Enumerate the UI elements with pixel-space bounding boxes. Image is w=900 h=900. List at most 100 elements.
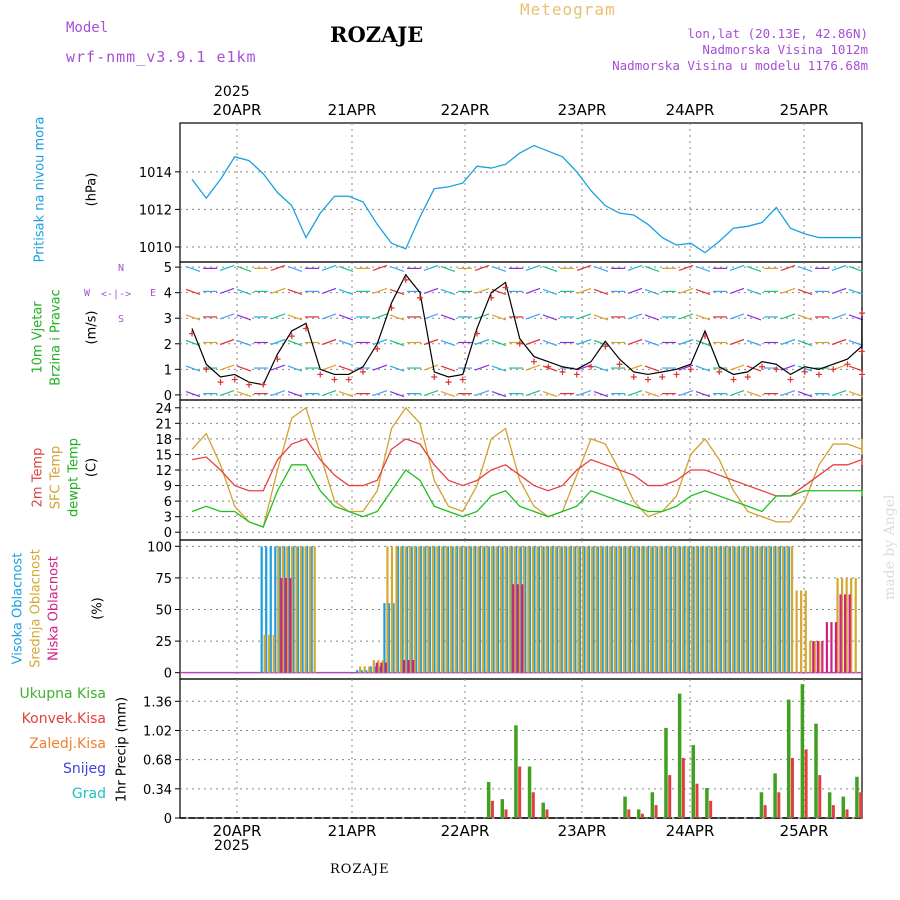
precip-conv-bar	[545, 809, 549, 818]
wind-arrow	[287, 391, 303, 398]
precip-total-bar	[855, 776, 859, 818]
wind-gust-mark	[402, 276, 409, 283]
wind-arrow	[270, 264, 286, 271]
wind-arrow	[695, 265, 711, 272]
wind-gust-mark	[673, 371, 680, 378]
wind-gust-mark	[488, 294, 495, 301]
wind-gust-mark	[602, 343, 609, 350]
wind-arrow	[219, 390, 235, 397]
wind-gust-mark	[787, 376, 794, 383]
wind-arrow	[270, 338, 286, 346]
wind-arrow	[576, 287, 592, 294]
ytick-label-1-1: 1	[164, 363, 172, 378]
wind-arrow	[593, 391, 609, 398]
precip-conv-bar	[640, 813, 644, 818]
wind-gust-mark	[374, 345, 381, 352]
wind-arrow	[525, 287, 541, 294]
wind-arrow	[746, 339, 762, 347]
wind-arrow	[270, 313, 286, 320]
wind-gust-mark	[630, 374, 637, 380]
precip-conv-bar	[859, 792, 863, 818]
compass-s: S	[118, 314, 125, 325]
wind-gust-mark	[844, 361, 851, 368]
wind-gust-mark	[859, 371, 865, 378]
precip-conv-bar	[654, 805, 658, 818]
wind-gust-mark	[360, 368, 366, 375]
date-label-top-5: 25APR	[780, 101, 829, 119]
ytick-label-1-0: 0	[164, 389, 172, 404]
wind-gust-mark	[830, 366, 837, 373]
ytick-label-4-1: 0.34	[143, 783, 172, 798]
wind-arrow	[746, 288, 762, 295]
precip-total-bar	[650, 792, 655, 818]
pressure-line	[191, 144, 862, 254]
wind-arrow	[491, 391, 507, 398]
wind-arrow	[729, 287, 745, 294]
wind-arrow	[219, 338, 235, 346]
wind-arrow	[644, 288, 660, 295]
wind-arrow	[576, 313, 592, 320]
ytick-label-3-1: 25	[155, 635, 172, 650]
wind-arrow	[270, 364, 286, 371]
wind-arrow	[593, 288, 609, 295]
wind-arrow	[831, 287, 847, 294]
precip-total-bar	[841, 796, 846, 818]
wind-gust-mark	[645, 376, 651, 383]
wind-gust-mark	[417, 294, 423, 301]
wind-gust-mark	[573, 371, 580, 378]
wind-arrow	[780, 287, 796, 294]
wind-arrow	[797, 314, 813, 321]
wind-arrow	[542, 288, 558, 295]
precip-conv-bar	[709, 800, 713, 818]
precip-conv-bar	[695, 783, 699, 818]
wind-arrow	[423, 287, 439, 294]
precip-total-bar	[759, 792, 764, 818]
lonlat-label: lon,lat (20.13E, 42.86N)	[687, 26, 868, 41]
wind-arrow	[831, 264, 847, 271]
ytick-label-2-8: 24	[155, 402, 172, 417]
precip-conv-bar	[531, 792, 535, 818]
wind-arrow	[525, 264, 541, 271]
wind-arrow	[780, 338, 796, 346]
wind-arrow	[389, 314, 405, 321]
wind-arrow	[474, 338, 490, 346]
precip-total-bar	[827, 792, 832, 818]
wind-gust-mark	[260, 381, 267, 388]
model-name: wrf-nmm_v3.9.1 e1km	[66, 48, 257, 66]
wind-gust-mark	[759, 363, 765, 370]
wind-gust-mark	[203, 366, 210, 373]
wind-arrow	[185, 365, 201, 372]
precip-total-bar	[705, 787, 709, 818]
wind-arrow	[338, 339, 354, 347]
wind-arrow	[474, 364, 490, 371]
ytick-label-3-2: 50	[155, 604, 172, 619]
wind-arrow	[644, 265, 660, 272]
wind-arrow	[729, 313, 745, 320]
date-label-top-1: 21APR	[328, 101, 377, 119]
date-label-bottom-0: 20APR	[213, 822, 262, 840]
wind-arrow	[627, 264, 643, 271]
precip-total-bar	[786, 699, 791, 818]
wind-arrow	[389, 391, 405, 398]
wind-arrow	[797, 339, 813, 347]
precip-total-bar	[814, 723, 818, 818]
compass-e: E	[150, 288, 157, 299]
wind-arrow	[576, 264, 592, 271]
wind-arrow	[270, 287, 286, 294]
product-title: Meteogram	[520, 0, 616, 19]
legend-convective-rain: Konvek.Kisa	[21, 711, 106, 727]
precip-total-bar	[773, 773, 777, 818]
precip-total-bar	[527, 766, 532, 818]
ytick-label-2-2: 6	[164, 495, 172, 510]
wind-gust-mark	[616, 361, 623, 368]
wind-arrow	[627, 338, 643, 346]
wind-arrow	[576, 390, 592, 397]
wind-gust-mark	[474, 330, 480, 337]
wind-gust-mark	[431, 374, 438, 380]
wind-arrow	[525, 390, 541, 397]
wind-arrow	[644, 391, 660, 398]
wind-gust-mark	[388, 305, 395, 311]
station-title: ROZAJE	[330, 22, 424, 47]
ytick-label-2-5: 15	[155, 448, 172, 463]
ytick-label-1-4: 4	[164, 287, 172, 302]
